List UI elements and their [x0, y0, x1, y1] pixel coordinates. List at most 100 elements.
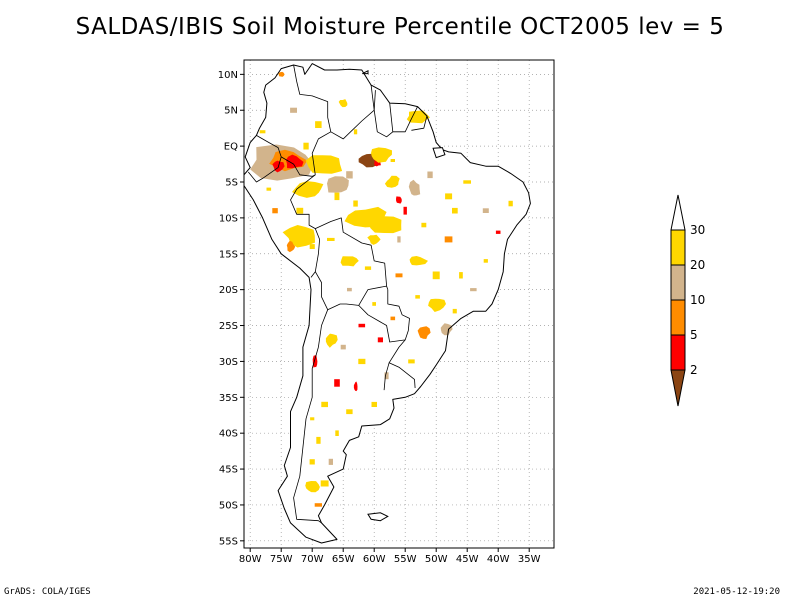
percentile-patch: [286, 240, 296, 253]
lon-tick-label: 35W: [518, 554, 541, 565]
lat-tick-label: 10S: [219, 213, 238, 224]
country-border: [293, 64, 375, 140]
percentile-speck: [303, 142, 309, 150]
island-outline: [367, 512, 389, 522]
percentile-speck: [272, 208, 278, 214]
percentile-speck: [482, 208, 489, 213]
lat-tick-label: 5N: [224, 106, 238, 117]
country-border: [293, 309, 329, 524]
country-border: [280, 156, 316, 177]
island-outline: [362, 69, 369, 75]
lon-tick-label: 65W: [332, 554, 355, 565]
percentile-speck: [315, 121, 322, 128]
percentile-patch: [417, 326, 431, 339]
country-border: [383, 362, 390, 391]
percentile-speck: [321, 401, 328, 408]
percentile-speck: [463, 180, 471, 184]
percentile-patch: [286, 154, 304, 169]
percentile-speck: [408, 359, 415, 364]
percentile-patch: [305, 481, 320, 493]
lat-tick-label: 40S: [219, 429, 238, 440]
percentile-speck: [427, 171, 433, 179]
lon-tick-label: 75W: [270, 554, 293, 565]
percentile-speck: [372, 302, 376, 306]
island-outline: [432, 147, 446, 159]
percentile-speck: [452, 308, 457, 314]
percentile-speck: [320, 480, 329, 487]
country-border: [358, 289, 410, 343]
percentile-speck: [340, 344, 346, 350]
lon-tick-label: 45W: [456, 554, 479, 565]
lon-tick-label: 40W: [487, 554, 510, 565]
country-border: [290, 174, 321, 278]
colorbar-level-label: 30: [690, 223, 705, 237]
percentile-speck: [309, 459, 315, 465]
continent-fill: [244, 63, 531, 543]
colorbar-segment: [670, 334, 686, 371]
lon-tick-label: 50W: [425, 554, 448, 565]
percentile-speck: [358, 358, 366, 365]
percentile-speck: [314, 503, 322, 507]
percentile-speck: [334, 192, 340, 201]
percentile-speck: [415, 295, 420, 299]
percentile-patch: [409, 256, 428, 266]
percentile-patch: [367, 234, 381, 245]
percentile-speck: [495, 230, 501, 234]
percentile-patch: [340, 256, 359, 267]
percentile-patch: [408, 179, 421, 196]
coast-and-borders: [244, 63, 531, 544]
percentile-patch: [325, 333, 338, 348]
lat-tick-label: 50S: [219, 500, 238, 511]
colorbar-level-label: 5: [690, 328, 698, 342]
percentile-speck: [459, 272, 463, 279]
percentile-speck: [377, 337, 383, 343]
percentile-speck: [334, 379, 340, 387]
country-border: [392, 106, 418, 133]
percentile-speck: [316, 436, 321, 444]
colorbar-level-label: 20: [690, 258, 705, 272]
colorbar-top-arrow: [670, 194, 686, 231]
colorbar-bottom-arrow: [670, 369, 686, 407]
lat-tick-label: 20S: [219, 285, 238, 296]
percentile-speck: [452, 207, 458, 214]
percentile-speck: [364, 266, 372, 270]
percentile-speck: [403, 206, 407, 215]
land-and-countries: [244, 63, 531, 543]
percentile-speck: [310, 417, 315, 421]
percentile-speck: [290, 107, 297, 113]
percentile-patch: [278, 71, 285, 77]
colorbar-level-label: 2: [690, 363, 698, 377]
lat-tick-label: 45S: [219, 465, 238, 476]
percentile-speck: [445, 193, 453, 200]
percentile-patch: [370, 216, 402, 234]
percentile-speck: [384, 372, 389, 380]
percentile-patch: [292, 181, 324, 198]
percentile-speck: [353, 200, 358, 207]
lon-tick-label: 55W: [394, 554, 417, 565]
percentile-patch: [353, 381, 358, 392]
lat-tick-label: 10N: [218, 70, 238, 81]
percentile-speck: [390, 159, 395, 162]
country-border: [311, 131, 331, 175]
percentile-speck: [296, 207, 304, 214]
lat-tick-label: EQ: [224, 142, 238, 153]
percentile-patch: [338, 99, 348, 108]
country-border: [315, 217, 389, 290]
map-title: SALDAS/IBIS Soil Moisture Percentile OCT…: [75, 14, 725, 40]
percentile-patch: [327, 176, 349, 193]
country-border: [373, 90, 394, 138]
colorbar: 30 20 10 5 2: [670, 194, 705, 407]
percentile-speck: [347, 287, 352, 292]
percentile-patch: [384, 175, 400, 188]
percentile-speck: [397, 236, 401, 243]
grads-credit: GrADS: COLA/IGES: [4, 587, 91, 597]
map-frame: [243, 59, 555, 549]
lon-tick-label: 70W: [301, 554, 324, 565]
lon-tick-label: 60W: [363, 554, 386, 565]
percentile-speck: [508, 200, 513, 207]
percentile-speck: [358, 323, 366, 328]
country-border: [314, 271, 387, 311]
country-border: [388, 339, 416, 389]
percentile-speck: [259, 130, 266, 134]
percentile-patch: [396, 196, 402, 204]
